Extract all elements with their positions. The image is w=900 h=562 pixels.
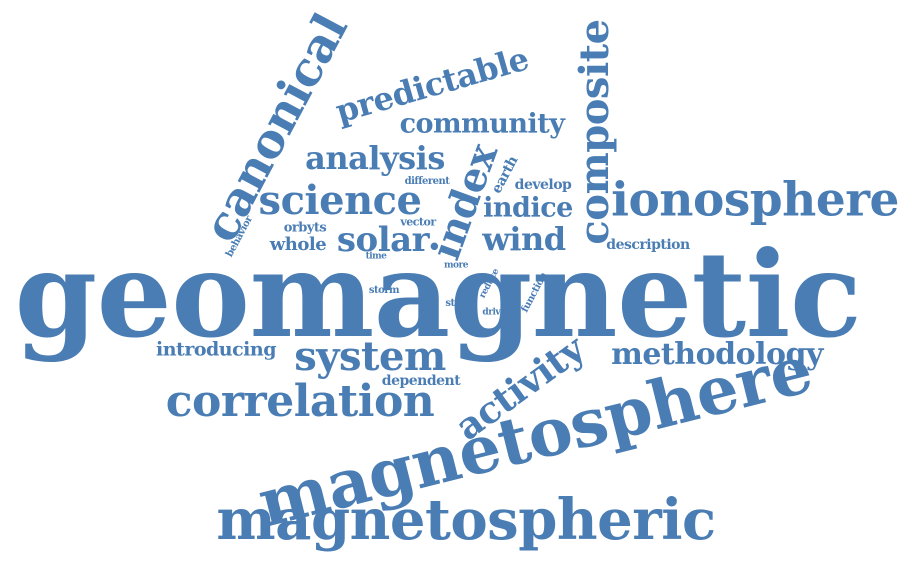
word-description: description [606,237,690,253]
word-introducing: introducing [156,338,276,361]
word-composite: composite [571,19,618,245]
word-community: community [399,108,565,140]
word-indice: indice [483,192,573,224]
word-methodology: methodology [611,337,823,372]
word-orbyts: orbyts [283,220,327,236]
word-geomagnetic: geomagnetic [14,225,862,364]
word-analysis: analysis [305,139,445,177]
word-time: time [365,251,387,262]
word-state: state [445,298,471,309]
word-science: science [258,177,422,224]
word-whole: whole [269,234,327,255]
word-different: different [404,176,450,187]
word-correlation: correlation [165,376,435,427]
word-more: more [444,260,469,271]
word-dependent: dependent [381,373,461,389]
word-magnetospheric: magnetospheric [216,487,716,553]
word-driver: driver [482,307,510,318]
word-develop: develop [514,177,572,193]
word-ionosphere: ionosphere [611,172,899,228]
word-solar: solar [336,220,430,260]
word-system: system [294,333,446,380]
word-wind: wind [482,220,566,258]
word-vector: vector [400,215,436,229]
word-storm: storm [368,285,400,296]
